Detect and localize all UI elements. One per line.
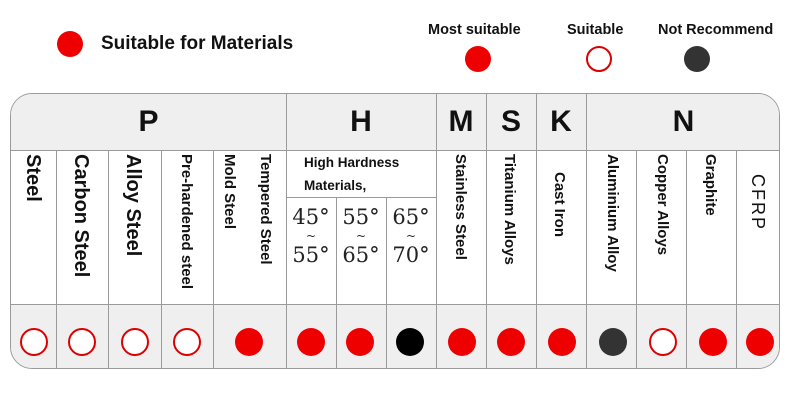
rating-stainless-steel-most-suitable-icon [448,328,476,356]
rating-alloy-steel-suitable-icon [121,328,149,356]
rating-titanium-alloys-most-suitable-icon [497,328,525,356]
title: Suitable for Materials [101,33,294,54]
divider-col [56,150,57,368]
legend-most-suitable-label: Most suitable [428,22,521,38]
rating-hrc-45-55-most-suitable-icon [297,328,325,356]
divider-col [213,150,214,368]
title-red-dot-icon [57,31,83,57]
divider-col [108,150,109,368]
divider-col [686,150,687,368]
col-label-steel: Steel [22,154,44,202]
rating-cast-iron-most-suitable-icon [548,328,576,356]
divider-s-k [536,94,537,368]
rating-carbon-steel-suitable-icon [68,328,96,356]
divider-hardness [286,197,436,198]
col-label-alloy-steel: Alloy Steel [122,154,144,257]
col-label-carbon-steel: Carbon Steel [70,154,92,278]
group-k: K [550,105,572,138]
divider-col [386,197,387,368]
col-label-stainless-steel: Stainless Steel [452,154,469,260]
col-label-graphite: Graphite [702,154,719,216]
group-s: S [500,105,521,138]
legend-suitable-label: Suitable [567,22,624,38]
not-recommend-dot-icon [684,46,710,72]
col-label-tempered-steel: Tempered Steel [257,154,274,265]
hardness-heading-line2: Materials, [304,178,367,193]
col-label-cfrp: CFRP [748,174,768,231]
col-label-pre-hardened-steel: Pre-hardened steel [178,154,195,290]
materials-table: P H M S K N Steel Carbon Steel Alloy Ste… [10,93,780,369]
rating-hrc-55-65-most-suitable-icon [346,328,374,356]
divider-h-m [436,94,437,368]
group-header-band [11,94,779,150]
rating-copper-alloys-suitable-icon [649,328,677,356]
group-m: M [448,105,474,138]
divider-p-h [286,94,287,368]
col-label-cast-iron: Cast Iron [551,172,568,238]
rating-graphite-most-suitable-icon [699,328,727,356]
divider-col [736,150,737,368]
legend-not-recommend-label: Not Recommend [658,22,774,38]
divider-m-s [486,94,487,368]
col-label-copper-alloys: Copper Alloys [654,154,671,256]
divider-col [636,150,637,368]
divider-col [336,197,337,368]
rating-pre-hardened-steel-suitable-icon [173,328,201,356]
divider-k-n [586,94,587,368]
rating-mold-steel-most-suitable-icon [235,328,263,356]
col-label-titanium-alloys: Titanium Alloys [501,154,518,265]
divider-col [161,150,162,368]
hardness-range-65-70: 65° ~70° [392,205,430,267]
group-h: H [350,105,372,138]
divider-header [11,150,779,151]
group-n: N [672,105,695,138]
hardness-heading-line1: High Hardness [304,155,400,170]
rating-steel-suitable-icon [20,328,48,356]
hardness-range-55-65: 55° ~65° [342,205,380,267]
group-p: P [138,105,159,138]
suitable-circle-icon [586,46,612,72]
most-suitable-dot-icon [465,46,491,72]
col-label-mold-steel: Mold Steel [221,154,238,230]
divider-ratings [11,304,779,305]
rating-cfrp-most-suitable-icon [746,328,774,356]
rating-hrc-65-70-not-recommend-icon [396,328,424,356]
col-label-aluminium-alloy: Aluminium Alloy [604,154,621,272]
rating-aluminium-alloy-not-recommend-icon [599,328,627,356]
hardness-range-45-55: 45° ~55° [292,205,330,267]
